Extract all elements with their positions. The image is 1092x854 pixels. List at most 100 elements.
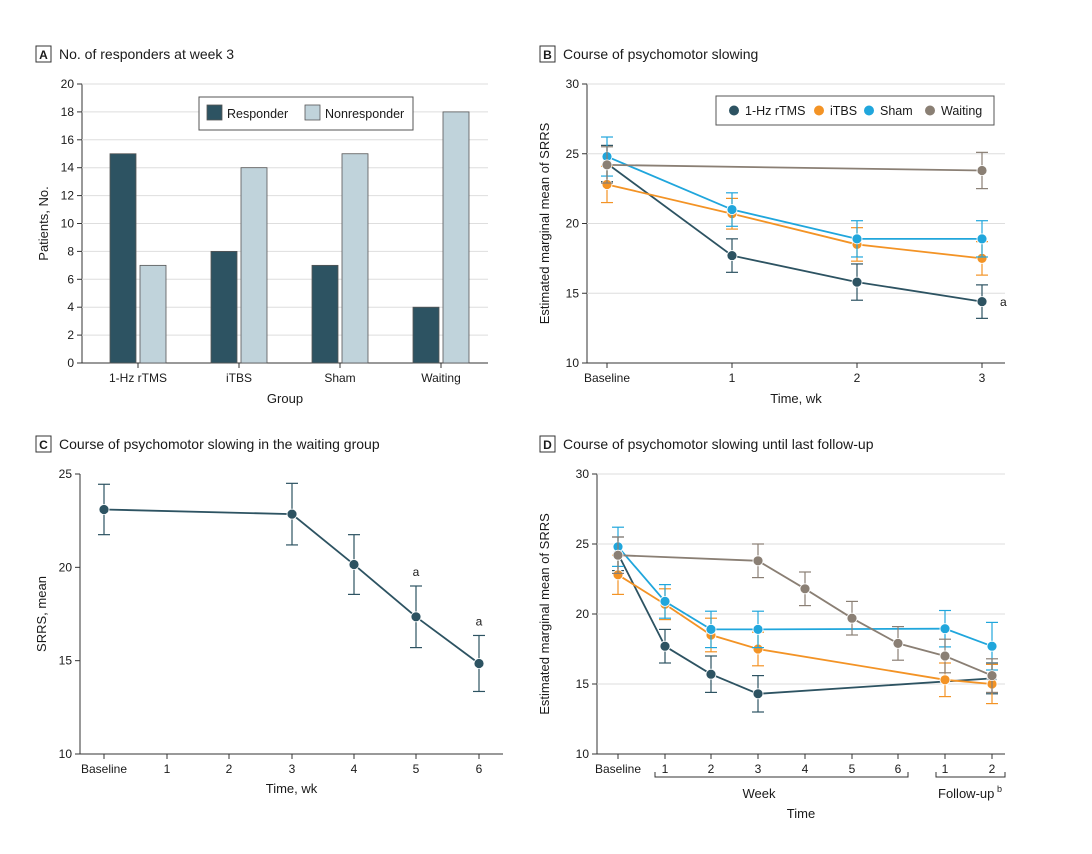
data-point [986,640,998,652]
series-waiting-group [98,482,485,693]
x-tick-label: 1 [662,762,669,776]
data-point [851,276,863,288]
y-tick-label: 25 [576,537,590,551]
panel-title: Course of psychomotor slowing in the wai… [59,436,380,452]
y-tick-label: 20 [576,607,590,621]
y-tick-label: 10 [566,356,580,370]
data-point [986,670,998,681]
y-tick-label: 2 [67,328,74,342]
x-tick-label: 3 [755,762,762,776]
x-tick-label: 1 [942,762,949,776]
x-tick-label: 4 [802,762,809,776]
panel-label: C [39,438,48,452]
data-point [705,668,717,680]
panel-label: B [543,48,552,62]
x-tick-label: 5 [413,762,420,776]
bar-responder-sham [311,264,339,364]
series-waiting [612,536,998,694]
data-point [726,204,738,215]
panel-label-box [539,45,556,63]
legend-label: 1-Hz rTMS [745,104,805,118]
y-axis-label: Estimated marginal mean of SRRS [537,513,552,715]
x-tick-label: 2 [989,762,996,776]
panel-label: D [543,438,552,452]
data-point [939,650,951,662]
series-line [606,183,983,260]
legend-marker [729,105,739,116]
x-tick-label: 6 [895,762,902,776]
x-tick-label: Sham [324,371,355,385]
data-point [348,559,360,570]
data-point [976,165,988,176]
data-point [659,640,671,652]
data-point [473,658,485,669]
legend-box [715,95,995,126]
series-line [606,164,983,172]
legend-marker [925,105,935,116]
y-tick-label: 18 [61,105,75,119]
legend-label: iTBS [830,104,857,118]
data-point [286,508,298,520]
y-tick-label: 12 [61,189,75,203]
legend-marker [814,105,824,116]
followup-bracket: Follow-up b [935,772,1006,801]
panel-label-box [539,435,556,453]
x-axis-label: Time, wk [770,391,822,406]
bracket-line [935,772,1006,778]
annotation-a: a [413,565,420,579]
x-tick-label: Waiting [421,371,461,385]
y-tick-label: 15 [566,286,580,300]
data-point [752,688,764,700]
data-point [846,612,858,624]
y-tick-label: 15 [59,654,73,668]
x-tick-label: 6 [476,762,483,776]
bracket-line [654,772,909,778]
data-point [98,504,110,515]
week-bracket: Week [654,772,909,801]
y-tick-label: 14 [61,161,75,175]
x-tick-label: Baseline [595,762,641,776]
x-tick-label: 1 [729,371,736,385]
series-line [617,574,993,685]
series-1-hz-rtms [612,536,998,713]
legend-label: Nonresponder [325,107,404,121]
data-point [612,549,624,561]
data-point [976,296,988,308]
x-tick-label: 1-Hz rTMS [109,371,167,385]
x-axis-label: Time, wk [266,781,318,796]
y-tick-label: 25 [59,467,73,481]
legend: 1-Hz rTMS iTBS Sham Waiting [715,95,995,126]
data-point [601,159,613,171]
series-1-hz-rtms [601,144,988,319]
legend: Responder Nonresponder [198,96,414,131]
y-tick-label: 20 [59,560,73,574]
y-tick-label: 8 [67,244,74,258]
series-line [606,162,983,303]
data-point [752,624,764,635]
data-point [976,233,988,245]
y-tick-label: 6 [67,272,74,286]
y-tick-label: 30 [566,77,580,91]
y-tick-label: 20 [61,77,75,91]
data-point [799,583,811,595]
x-axis-label: Time [787,806,815,821]
legend-swatch [206,104,223,121]
x-axis-label: Group [267,391,303,406]
y-tick-label: 25 [566,147,580,161]
annotation-a: a [1000,295,1007,309]
legend-marker [864,105,874,116]
series-line [617,546,993,648]
y-axis-label: Patients, No. [36,186,51,260]
bar-nonresponder-sham [341,153,369,364]
x-tick-label: 2 [226,762,233,776]
panel-label: A [39,48,48,62]
panel-a: A No. of responders at week 3 0 2 4 6 8 10 12 14 1… [35,45,488,406]
bar-responder-waiting [412,306,440,364]
bar-nonresponder-1-hz-rtms [139,264,167,364]
x-tick-label: Baseline [81,762,127,776]
data-point [726,250,738,261]
x-tick-label: 3 [289,762,296,776]
annotation-a: a [476,614,483,628]
panel-title: No. of responders at week 3 [59,46,234,62]
data-point [410,611,422,623]
